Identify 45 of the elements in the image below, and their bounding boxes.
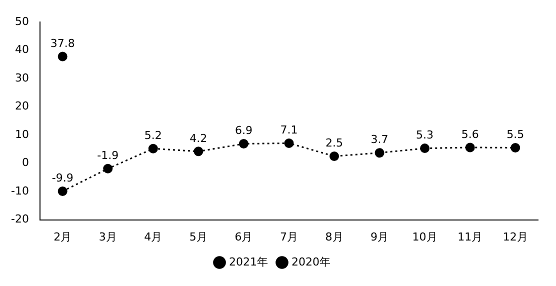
point — [374, 148, 384, 158]
y-tick-label: 20 — [14, 100, 29, 113]
data-label: 7.1 — [280, 124, 298, 137]
data-label: 3.7 — [370, 133, 388, 146]
y-tick-label: 0 — [22, 156, 29, 170]
data-label: 5.3 — [416, 128, 434, 142]
x-tick-label: 2月 — [54, 230, 72, 244]
y-tick-label: -20 — [11, 212, 29, 226]
data-label: -1.9 — [97, 149, 119, 162]
data-label: 5.5 — [506, 128, 524, 142]
point — [510, 142, 520, 152]
point — [330, 151, 340, 161]
data-label: 37.8 — [50, 36, 75, 50]
x-tick-label: 4月 — [144, 230, 162, 244]
x-tick-label: 10月 — [412, 230, 438, 244]
point — [58, 186, 68, 196]
y-tick-label: 30 — [14, 71, 29, 84]
point — [194, 146, 204, 156]
data-label: 2.5 — [326, 136, 344, 150]
data-label: 5.2 — [144, 128, 162, 142]
x-tick-label: 9月 — [370, 230, 389, 244]
data-label: 4.2 — [190, 132, 208, 145]
point — [148, 144, 158, 154]
point — [465, 142, 475, 152]
point — [58, 52, 68, 62]
x-tick-label: 8月 — [325, 230, 344, 244]
point — [103, 164, 113, 174]
x-tick-label: 11月 — [458, 230, 483, 244]
x-tick-label: 7月 — [280, 230, 298, 244]
data-label: -9.9 — [52, 172, 74, 185]
data-label: 6.9 — [234, 124, 252, 138]
data-label: 5.6 — [461, 128, 479, 141]
x-tick-label: 6月 — [234, 230, 253, 244]
y-tick-label: 10 — [14, 128, 29, 141]
point — [284, 138, 294, 148]
point — [238, 139, 248, 149]
y-tick-label: 50 — [14, 14, 29, 28]
x-tick-label: 12月 — [502, 230, 528, 244]
x-tick-label: 3月 — [98, 230, 117, 244]
y-tick-label: 40 — [14, 43, 29, 56]
x-tick-label: 5月 — [189, 230, 208, 244]
legend-label: 2021年 — [229, 255, 268, 268]
y-tick-label: -10 — [11, 184, 29, 198]
legend-label: 2020年 — [292, 255, 330, 268]
point — [420, 144, 430, 154]
